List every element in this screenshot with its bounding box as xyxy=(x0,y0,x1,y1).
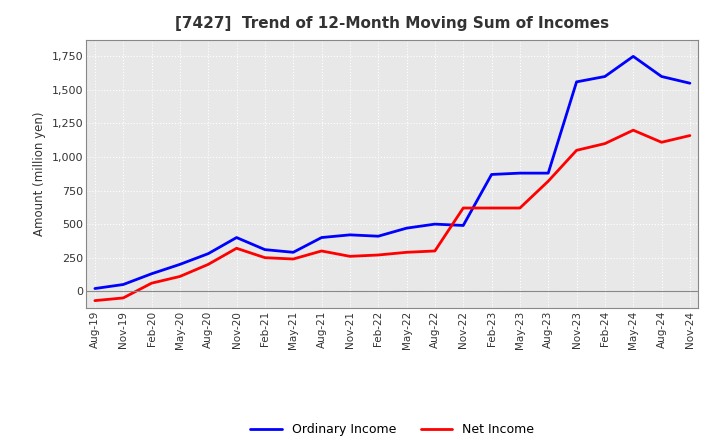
Net Income xyxy=(204,262,212,267)
Net Income xyxy=(119,295,127,301)
Net Income xyxy=(459,205,467,211)
Net Income xyxy=(600,141,609,146)
Title: [7427]  Trend of 12-Month Moving Sum of Incomes: [7427] Trend of 12-Month Moving Sum of I… xyxy=(176,16,609,32)
Ordinary Income xyxy=(119,282,127,287)
Line: Net Income: Net Income xyxy=(95,130,690,301)
Net Income xyxy=(629,128,637,133)
Ordinary Income xyxy=(289,249,297,255)
Ordinary Income xyxy=(459,223,467,228)
Net Income xyxy=(402,249,411,255)
Legend: Ordinary Income, Net Income: Ordinary Income, Net Income xyxy=(246,418,539,440)
Net Income xyxy=(346,254,354,259)
Ordinary Income xyxy=(148,271,156,276)
Net Income xyxy=(572,148,581,153)
Net Income xyxy=(148,281,156,286)
Ordinary Income xyxy=(91,286,99,291)
Ordinary Income xyxy=(629,54,637,59)
Ordinary Income xyxy=(487,172,496,177)
Net Income xyxy=(374,253,382,258)
Ordinary Income xyxy=(233,235,241,240)
Ordinary Income xyxy=(600,74,609,79)
Net Income xyxy=(685,133,694,138)
Ordinary Income xyxy=(544,170,552,176)
Net Income xyxy=(516,205,524,211)
Ordinary Income xyxy=(374,234,382,239)
Ordinary Income xyxy=(516,170,524,176)
Ordinary Income xyxy=(685,81,694,86)
Ordinary Income xyxy=(346,232,354,238)
Net Income xyxy=(233,246,241,251)
Net Income xyxy=(289,257,297,262)
Ordinary Income xyxy=(261,247,269,252)
Net Income xyxy=(431,248,439,253)
Net Income xyxy=(91,298,99,303)
Ordinary Income xyxy=(204,251,212,256)
Ordinary Income xyxy=(402,226,411,231)
Net Income xyxy=(657,139,666,145)
Ordinary Income xyxy=(176,262,184,267)
Net Income xyxy=(487,205,496,211)
Ordinary Income xyxy=(318,235,326,240)
Net Income xyxy=(544,179,552,184)
Net Income xyxy=(176,274,184,279)
Ordinary Income xyxy=(431,221,439,227)
Y-axis label: Amount (million yen): Amount (million yen) xyxy=(33,112,47,236)
Net Income xyxy=(318,248,326,253)
Net Income xyxy=(261,255,269,260)
Ordinary Income xyxy=(657,74,666,79)
Line: Ordinary Income: Ordinary Income xyxy=(95,56,690,289)
Ordinary Income xyxy=(572,79,581,84)
